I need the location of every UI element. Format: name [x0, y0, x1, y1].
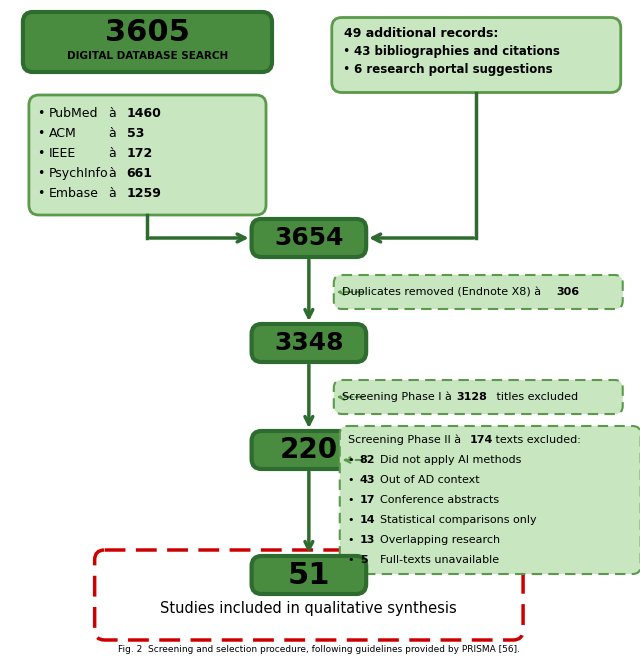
- Text: Overlapping research: Overlapping research: [380, 535, 500, 545]
- Text: 3605: 3605: [105, 17, 190, 46]
- Text: 3348: 3348: [274, 331, 344, 355]
- Text: PsychInfo: PsychInfo: [49, 166, 108, 180]
- Text: 17: 17: [360, 495, 375, 505]
- Text: Fig. 2  Screening and selection procedure, following guidelines provided by PRIS: Fig. 2 Screening and selection procedure…: [118, 646, 520, 654]
- FancyBboxPatch shape: [252, 219, 366, 257]
- Text: •: •: [37, 147, 44, 160]
- FancyBboxPatch shape: [23, 12, 272, 72]
- Text: •: •: [348, 455, 354, 465]
- Text: à: à: [109, 166, 116, 180]
- Text: à: à: [109, 186, 116, 200]
- Text: Screening Phase I à: Screening Phase I à: [342, 392, 459, 402]
- Text: Full-texts unavailable: Full-texts unavailable: [380, 555, 499, 565]
- Text: ACM: ACM: [49, 127, 77, 139]
- Text: 1460: 1460: [127, 107, 161, 119]
- Text: texts excluded:: texts excluded:: [492, 435, 581, 445]
- Text: 6 research portal suggestions: 6 research portal suggestions: [354, 62, 552, 76]
- Text: titles excluded: titles excluded: [493, 392, 579, 402]
- Text: •: •: [348, 495, 354, 505]
- FancyBboxPatch shape: [334, 275, 623, 309]
- FancyBboxPatch shape: [334, 380, 623, 414]
- Text: à: à: [109, 107, 116, 119]
- Text: 3654: 3654: [274, 226, 344, 250]
- Text: •: •: [37, 186, 44, 200]
- Text: Studies included in qualitative synthesis: Studies included in qualitative synthesi…: [161, 601, 457, 615]
- FancyBboxPatch shape: [29, 95, 266, 215]
- Text: PubMed: PubMed: [49, 107, 99, 119]
- Text: 174: 174: [469, 435, 493, 445]
- Text: •: •: [37, 127, 44, 139]
- FancyBboxPatch shape: [332, 17, 621, 93]
- Text: 220: 220: [280, 436, 338, 464]
- FancyBboxPatch shape: [252, 324, 366, 362]
- Text: IEEE: IEEE: [49, 147, 76, 160]
- Text: •: •: [37, 107, 44, 119]
- Text: DIGITAL DATABASE SEARCH: DIGITAL DATABASE SEARCH: [67, 51, 228, 61]
- Text: Duplicates removed (Endnote X8) à: Duplicates removed (Endnote X8) à: [342, 287, 548, 297]
- Text: •: •: [348, 515, 354, 525]
- Text: 13: 13: [360, 535, 375, 545]
- Text: 5: 5: [360, 555, 367, 565]
- Text: Screening Phase II à: Screening Phase II à: [348, 435, 468, 446]
- Text: 1259: 1259: [127, 186, 161, 200]
- FancyBboxPatch shape: [252, 556, 366, 594]
- Text: Embase: Embase: [49, 186, 99, 200]
- Text: 172: 172: [127, 147, 153, 160]
- FancyBboxPatch shape: [252, 431, 366, 469]
- Text: •: •: [348, 535, 354, 545]
- Text: Out of AD context: Out of AD context: [380, 475, 479, 485]
- FancyBboxPatch shape: [95, 550, 523, 640]
- Text: à: à: [109, 147, 116, 160]
- Text: 306: 306: [556, 287, 579, 297]
- Text: 82: 82: [360, 455, 375, 465]
- Text: •: •: [348, 555, 354, 565]
- Text: à: à: [109, 127, 116, 139]
- Text: 43: 43: [360, 475, 375, 485]
- Text: Did not apply AI methods: Did not apply AI methods: [380, 455, 521, 465]
- Text: •: •: [37, 166, 44, 180]
- Text: 43 bibliographies and citations: 43 bibliographies and citations: [354, 44, 559, 58]
- Text: 3128: 3128: [456, 392, 487, 402]
- Text: Conference abstracts: Conference abstracts: [380, 495, 499, 505]
- Text: 51: 51: [287, 560, 330, 589]
- Text: •: •: [342, 62, 349, 76]
- Text: 49 additional records:: 49 additional records:: [344, 27, 498, 40]
- Text: 53: 53: [127, 127, 144, 139]
- Text: •: •: [342, 44, 349, 58]
- Text: •: •: [348, 475, 354, 485]
- FancyBboxPatch shape: [340, 426, 640, 574]
- Text: 14: 14: [360, 515, 375, 525]
- Text: 661: 661: [127, 166, 152, 180]
- Text: Statistical comparisons only: Statistical comparisons only: [380, 515, 536, 525]
